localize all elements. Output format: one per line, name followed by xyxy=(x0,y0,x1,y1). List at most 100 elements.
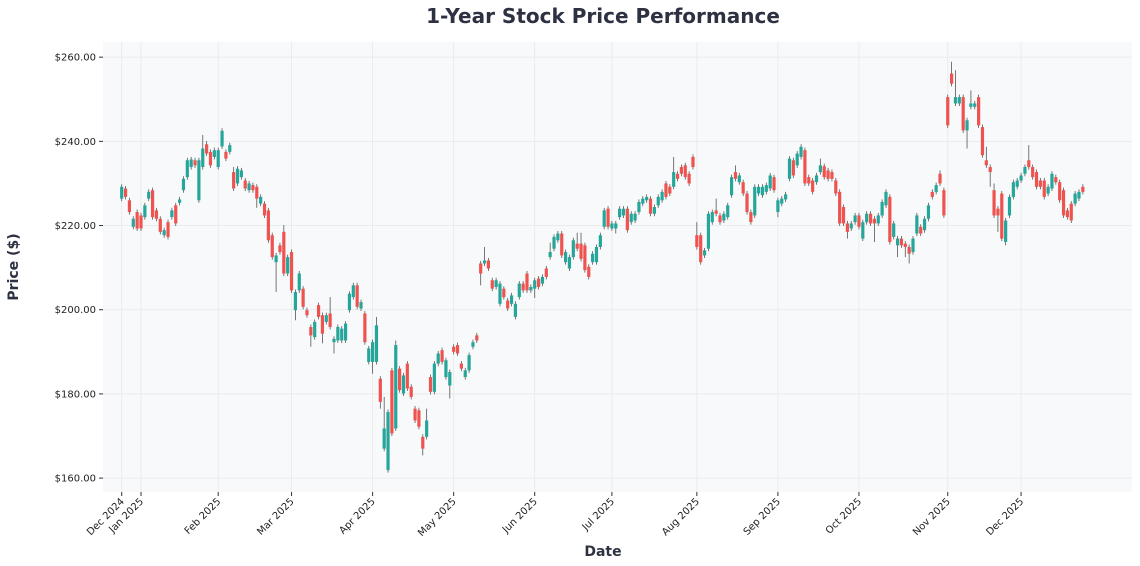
candle-up xyxy=(1004,220,1008,242)
candle-up xyxy=(926,205,931,219)
candle-down xyxy=(251,185,255,191)
candle-up xyxy=(448,372,452,386)
candle-up xyxy=(1023,167,1027,174)
candle-up xyxy=(737,175,741,183)
candle-up xyxy=(722,213,726,221)
x-tick-label: Apr 2025 xyxy=(337,496,377,536)
candle-up xyxy=(645,196,649,201)
candle-down xyxy=(166,222,170,237)
candle-up xyxy=(795,153,799,166)
candle-down xyxy=(452,346,456,352)
y-tick-label: $260.00 xyxy=(55,53,96,64)
y-axis-label: Price ($) xyxy=(6,233,22,300)
x-tick-label: May 2025 xyxy=(416,496,459,539)
candle-down xyxy=(1042,180,1046,197)
candle-down xyxy=(150,190,155,218)
candle-down xyxy=(950,73,954,84)
candle-up xyxy=(444,360,448,378)
candle-down xyxy=(305,310,309,316)
candle-up xyxy=(235,168,240,184)
candle-up xyxy=(467,355,471,371)
candle-up xyxy=(274,255,278,263)
candle-up xyxy=(297,273,301,291)
candle-down xyxy=(988,167,992,173)
candle-up xyxy=(147,191,151,199)
candle-down xyxy=(579,243,583,259)
candle-down xyxy=(826,170,830,179)
candle-up xyxy=(394,345,398,429)
candle-down xyxy=(733,172,738,179)
candle-down xyxy=(675,173,680,179)
candle-down xyxy=(803,150,807,184)
candle-up xyxy=(540,276,545,284)
candle-down xyxy=(830,172,834,179)
candle-up xyxy=(178,199,182,203)
candle-down xyxy=(378,378,382,402)
candle-up xyxy=(425,420,429,437)
candle-down xyxy=(255,186,259,199)
candle-up xyxy=(633,213,637,221)
candle-down xyxy=(289,252,294,291)
candle-up xyxy=(1015,180,1019,187)
candle-down xyxy=(919,226,923,234)
candle-down xyxy=(278,245,282,253)
candle-down xyxy=(316,305,321,317)
candle-up xyxy=(286,257,290,274)
candle-up xyxy=(340,328,344,341)
candle-up xyxy=(548,252,552,258)
candle-up xyxy=(436,353,440,364)
candle-up xyxy=(780,198,784,204)
candle-down xyxy=(714,210,718,214)
candle-up xyxy=(884,191,888,206)
candle-up xyxy=(498,283,502,304)
x-tick-label: Jul 2025 xyxy=(580,496,617,533)
candle-up xyxy=(672,172,676,187)
candle-down xyxy=(363,313,367,343)
candle-up xyxy=(513,303,518,317)
candle-up xyxy=(197,160,201,201)
candle-up xyxy=(853,215,857,223)
y-tick-label: $160.00 xyxy=(55,474,96,485)
candle-down xyxy=(490,280,494,289)
candle-down xyxy=(583,245,587,271)
candle-up xyxy=(849,223,853,229)
chart-title: 1-Year Stock Price Performance xyxy=(426,4,780,28)
x-tick-label: Aug 2025 xyxy=(660,496,702,538)
candle-up xyxy=(729,177,734,196)
candle-up xyxy=(1007,196,1012,216)
candle-down xyxy=(664,183,668,197)
candle-up xyxy=(753,186,757,216)
candle-up xyxy=(571,240,575,258)
candle-up xyxy=(934,185,938,192)
candle-up xyxy=(347,293,352,311)
candle-up xyxy=(556,233,560,241)
candle-up xyxy=(374,325,379,362)
candle-down xyxy=(135,212,139,229)
candle-down xyxy=(232,172,236,189)
candle-up xyxy=(969,103,973,107)
candle-up xyxy=(517,283,521,298)
candle-down xyxy=(899,238,904,246)
candle-down xyxy=(390,370,394,434)
candle-up xyxy=(621,208,626,216)
candle-up xyxy=(865,213,869,223)
candle-up xyxy=(220,130,224,147)
candle-down xyxy=(606,208,610,227)
candle-down xyxy=(174,205,178,224)
candle-down xyxy=(791,160,795,176)
candle-down xyxy=(822,166,826,178)
candle-down xyxy=(506,300,510,309)
candle-up xyxy=(637,201,641,213)
candle-down xyxy=(398,368,402,391)
candle-down xyxy=(772,177,776,191)
candle-up xyxy=(401,375,406,394)
candle-up xyxy=(367,348,371,362)
candle-down xyxy=(243,180,247,189)
candle-down xyxy=(1038,180,1042,187)
candle-up xyxy=(706,213,711,249)
x-tick-label: Feb 2025 xyxy=(183,496,224,537)
candle-down xyxy=(127,200,132,213)
candle-up xyxy=(757,186,761,194)
candle-up xyxy=(702,250,707,256)
candle-down xyxy=(475,335,479,341)
